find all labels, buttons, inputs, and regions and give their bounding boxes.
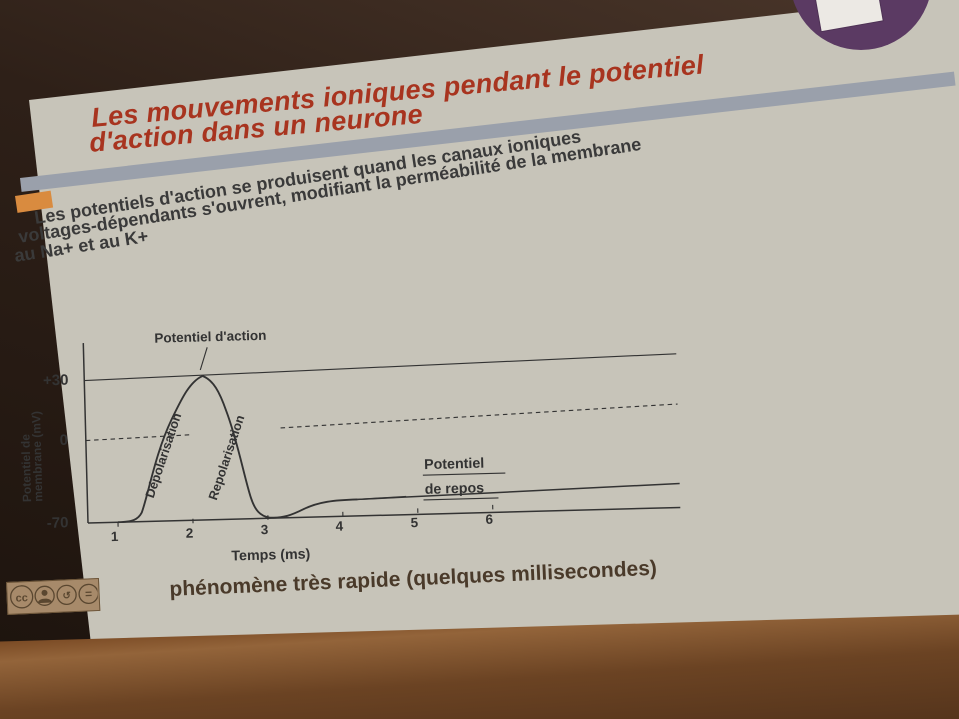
svg-text:↺: ↺	[62, 591, 71, 602]
svg-text:Potentiel d'action: Potentiel d'action	[154, 327, 266, 345]
svg-text:de repos: de repos	[425, 480, 485, 498]
svg-text:6: 6	[485, 511, 493, 526]
svg-text:=: =	[85, 587, 93, 601]
svg-text:5: 5	[410, 515, 418, 530]
svg-text:1: 1	[111, 529, 119, 544]
svg-text:Potentiel: Potentiel	[424, 455, 485, 473]
svg-text:cc: cc	[15, 592, 28, 605]
svg-text:2: 2	[186, 525, 194, 540]
svg-text:4: 4	[335, 518, 343, 533]
svg-text:Repolarisation: Repolarisation	[205, 413, 247, 502]
svg-text:0: 0	[59, 431, 68, 448]
svg-text:membrane (mV): membrane (mV)	[29, 411, 45, 502]
svg-text:Temps (ms): Temps (ms)	[231, 546, 311, 564]
svg-text:3: 3	[261, 522, 269, 537]
svg-text:+30: +30	[43, 371, 69, 389]
svg-text:Dépolarisation: Dépolarisation	[142, 411, 184, 500]
svg-text:-70: -70	[47, 514, 69, 532]
